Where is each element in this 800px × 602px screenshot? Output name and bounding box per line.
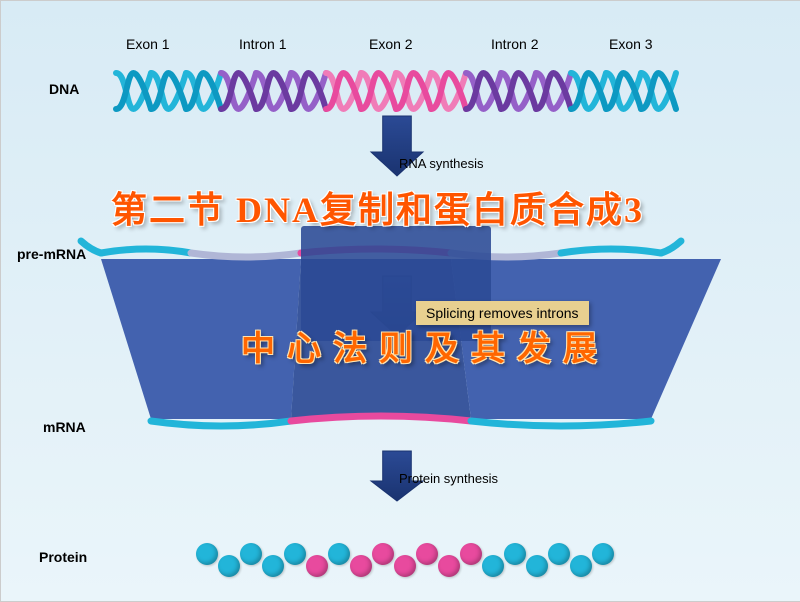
label-premrna: pre-mRNA [17, 246, 86, 262]
protein-dot [504, 543, 526, 565]
title-main: 第二节 DNA复制和蛋白质合成3 [111, 181, 644, 233]
title-sub: 中心法则及其发展 [241, 321, 609, 370]
label-protein: Protein [39, 549, 87, 565]
protein-dot [548, 543, 570, 565]
protein-dot [438, 555, 460, 577]
protein-dot [394, 555, 416, 577]
protein-dot [482, 555, 504, 577]
protein-dot [262, 555, 284, 577]
label-exon2: Exon 2 [369, 36, 413, 52]
protein-dot [306, 555, 328, 577]
protein-dot [460, 543, 482, 565]
protein-dot [570, 555, 592, 577]
protein-dot [592, 543, 614, 565]
protein-dot [526, 555, 548, 577]
protein-dot [372, 543, 394, 565]
label-dna: DNA [49, 81, 79, 97]
label-mrna: mRNA [43, 419, 86, 435]
protein-dot [350, 555, 372, 577]
label-intron1: Intron 1 [239, 36, 286, 52]
label-rna-synthesis: RNA synthesis [399, 156, 484, 171]
diagram-svg [1, 1, 800, 601]
protein-dot [196, 543, 218, 565]
protein-dot [218, 555, 240, 577]
slide: Exon 1 Intron 1 Exon 2 Intron 2 Exon 3 D… [0, 0, 800, 602]
label-intron2: Intron 2 [491, 36, 538, 52]
label-exon3: Exon 3 [609, 36, 653, 52]
protein-dot [416, 543, 438, 565]
protein-dot [328, 543, 350, 565]
label-exon1: Exon 1 [126, 36, 170, 52]
label-protein-synthesis: Protein synthesis [399, 471, 498, 486]
protein-dot [240, 543, 262, 565]
protein-dot [284, 543, 306, 565]
